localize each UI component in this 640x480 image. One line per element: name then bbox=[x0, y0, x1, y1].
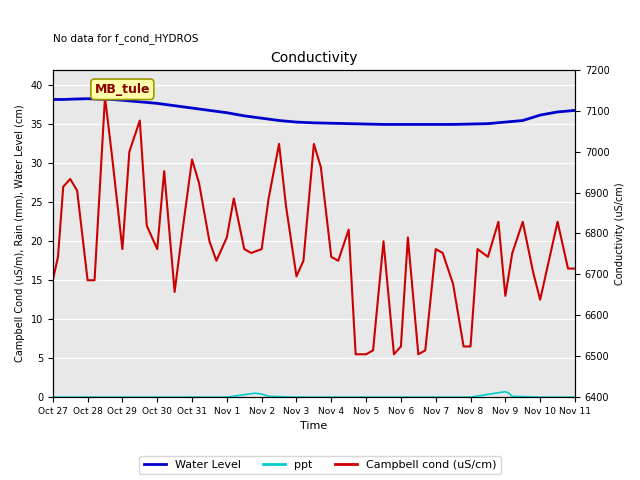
X-axis label: Time: Time bbox=[300, 421, 328, 432]
Text: No data for f_cond_HYDROS: No data for f_cond_HYDROS bbox=[52, 33, 198, 44]
Title: Conductivity: Conductivity bbox=[270, 50, 358, 64]
Y-axis label: Campbell Cond (uS/m), Rain (mm), Water Level (cm): Campbell Cond (uS/m), Rain (mm), Water L… bbox=[15, 105, 25, 362]
Legend: Water Level, ppt, Campbell cond (uS/cm): Water Level, ppt, Campbell cond (uS/cm) bbox=[140, 456, 500, 474]
Y-axis label: Conductivity (uS/cm): Conductivity (uS/cm) bbox=[615, 182, 625, 285]
Text: MB_tule: MB_tule bbox=[95, 83, 150, 96]
